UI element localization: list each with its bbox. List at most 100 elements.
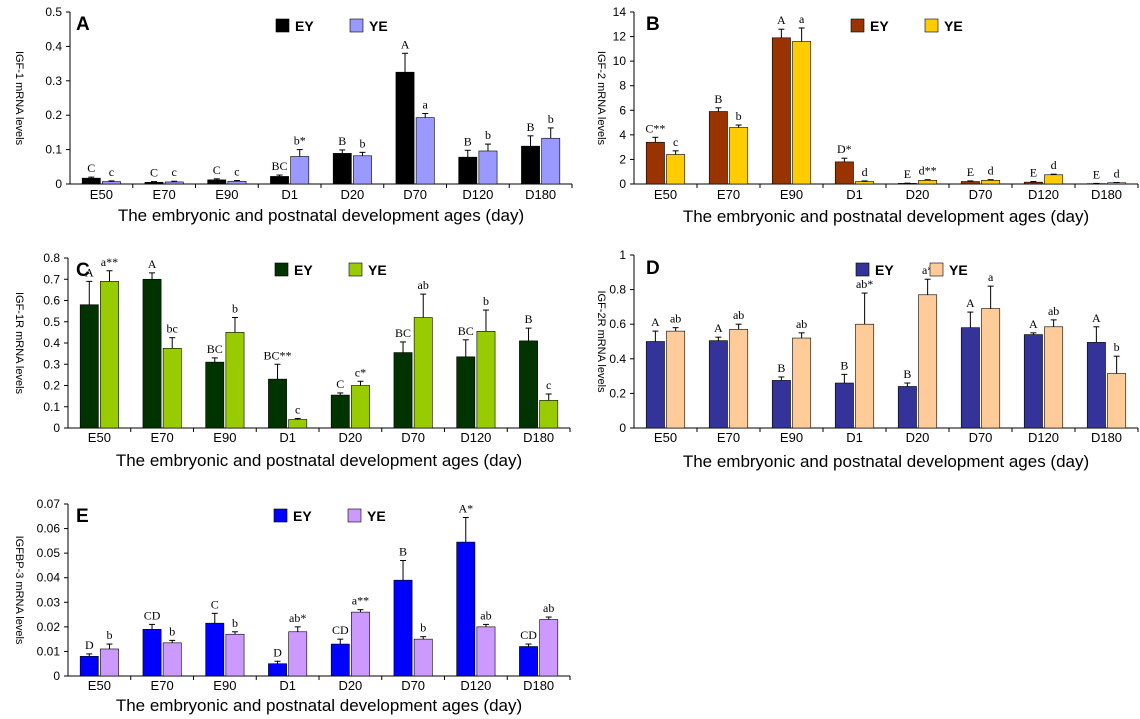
panel-e-bar-ey (268, 663, 287, 677)
panel-c-sig-label-ey: BC (207, 342, 223, 356)
panel-d-xtick-label: D180 (1091, 430, 1122, 445)
panel-b-bar-ey (771, 37, 791, 185)
panel-d-ytick-label: 0.6 (609, 317, 626, 331)
panel-d-bar-ye (855, 323, 875, 429)
panel-e-bar-ey (142, 629, 162, 677)
panel-e-sig-label-ye: ab (543, 601, 554, 615)
panel-b-bar-ye (666, 154, 686, 185)
panel-c-sig-label-ey: B (525, 312, 533, 326)
panel-a-bar-ey (332, 153, 352, 185)
panel-c-ytick-label: 0.8 (43, 251, 60, 265)
panel-c-bar-ye (288, 419, 308, 429)
panel-c-xtick-label: D120 (460, 430, 491, 445)
panel-d-sig-label-ye: b (1114, 340, 1120, 354)
panel-c-bar-ey (393, 352, 413, 429)
panel-b-bar-ey (834, 161, 854, 185)
panel-c-sig-label-ey: C (336, 377, 344, 391)
panel-b-ytick-label: 4 (619, 128, 626, 142)
panel-c-bar-ye (162, 348, 182, 429)
panel-a-sig-label-ye: b (548, 112, 554, 126)
panel-c-legend-label-ey: EY (294, 262, 313, 278)
panel-b-xlabel: The embryonic and postnatal development … (683, 207, 1089, 226)
panel-a-ytick-label: 0.3 (45, 74, 62, 88)
panel-e-bar-ye (225, 633, 245, 677)
panel-a-ytick-label: 0.4 (45, 39, 62, 53)
panel-c-bar-ey (456, 356, 476, 429)
panel-d-letter: D (646, 258, 660, 279)
panel-d-xtick-label: D120 (1028, 430, 1059, 445)
panel-a-xtick-label: D20 (340, 187, 364, 202)
panel-d-sig-label-ey: B (777, 361, 785, 375)
panel-b-bar-ey (1023, 181, 1043, 185)
panel-c-bar-ey (330, 394, 350, 429)
panel-b-legend-swatch-ye (924, 18, 939, 33)
panel-a-legend-swatch-ey (275, 18, 290, 33)
panel-e-ytick-label: 0.07 (37, 497, 61, 511)
panel-c-sig-label-ye: ab (418, 278, 429, 292)
panel-c-xtick-label: D1 (279, 430, 296, 445)
panel-e-xtick-label: D180 (523, 678, 554, 693)
panel-d-sig-label-ye: ab (1048, 304, 1059, 318)
panel-a-bar-ey (270, 176, 289, 185)
panel-d-xtick-label: D20 (906, 430, 930, 445)
panel-b-ytick-label: 14 (613, 5, 627, 19)
panel-a-bar-ey (395, 71, 415, 185)
panel-a-xtick-label: E90 (215, 187, 238, 202)
panel-c-sig-label-ye: bc (167, 322, 178, 336)
panel-b-ytick-label: 8 (619, 79, 626, 93)
panel-b-sig-label-ye: d (1114, 167, 1120, 181)
panel-b-bar-ye (792, 41, 812, 185)
panel-d-bar-ye (1044, 326, 1064, 429)
panel-e-xtick-label: E50 (88, 678, 111, 693)
panel-e-letter: E (76, 506, 89, 527)
panel-c-bar-ey (205, 361, 225, 429)
panel-a-bar-ey (521, 145, 540, 185)
panel-e-ytick-label: 0 (53, 669, 60, 683)
panel-a-sig-label-ey: B (527, 120, 535, 134)
panel-b-xtick-label: D20 (906, 187, 930, 202)
panel-a-letter: A (76, 14, 90, 35)
panel-c-bar-ey (519, 340, 538, 429)
panel-d-legend-swatch-ye (929, 262, 944, 277)
panel-e-bar-ey (519, 646, 538, 677)
panel-e-sig-label-ey: B (399, 545, 407, 559)
panel-d-sig-label-ey: A (714, 321, 723, 335)
panel-e-xtick-label: E70 (151, 678, 174, 693)
panel-d-bar-ey (1086, 342, 1106, 429)
panel-b-ytick-label: 0 (619, 177, 626, 191)
panel-e-bar-ey (205, 622, 225, 677)
panel-d-bar-ey (708, 340, 728, 429)
panel-c-sig-label-ye: c* (355, 365, 366, 379)
panel-c-ytick-label: 0.2 (43, 379, 60, 393)
panel-e-xtick-label: D1 (279, 678, 296, 693)
panel-d-bar-ye (981, 308, 1001, 429)
panel-b-sig-label-ey: C** (645, 121, 665, 135)
panel-c-xtick-label: D180 (523, 430, 554, 445)
panel-c-sig-label-ey: BC** (264, 348, 292, 362)
panel-a-bar-ye (227, 180, 247, 185)
panel-d-xtick-label: E70 (717, 430, 740, 445)
panel-a-sig-label-ey: C (213, 163, 221, 177)
panel-b-ytick-label: 2 (619, 152, 626, 166)
panel-b-xtick-label: D180 (1091, 187, 1122, 202)
panel-a-sig-label-ye: b (359, 136, 365, 150)
panel-a-ytick-label: 0.5 (45, 5, 62, 19)
panel-a-bar-ey (81, 177, 101, 185)
panel-d-legend-swatch-ey (855, 262, 870, 277)
panel-b-bar-ye (981, 180, 1001, 185)
panel-e-xtick-label: D120 (460, 678, 491, 693)
panel-d-legend-label-ey: EY (875, 262, 894, 278)
panel-b-sig-label-ye: a (799, 12, 805, 26)
panel-c-sig-label-ye: c (546, 378, 551, 392)
panel-d-ytick-label: 0.8 (609, 283, 626, 297)
panel-c-ytick-label: 0.1 (43, 400, 60, 414)
panel-c-bar-ye (476, 331, 496, 429)
panel-a-sig-label-ye: c (109, 165, 114, 179)
panel-b-xtick-label: D120 (1028, 187, 1059, 202)
panel-a-legend-swatch-ye (349, 18, 364, 33)
panel-b-sig-label-ey: E (904, 167, 911, 181)
panel-d-sig-label-ey: B (840, 358, 848, 372)
panel-e-sig-label-ey: A* (458, 502, 473, 516)
panel-e-bar-ye (539, 619, 559, 677)
panel-d-xtick-label: D1 (846, 430, 863, 445)
